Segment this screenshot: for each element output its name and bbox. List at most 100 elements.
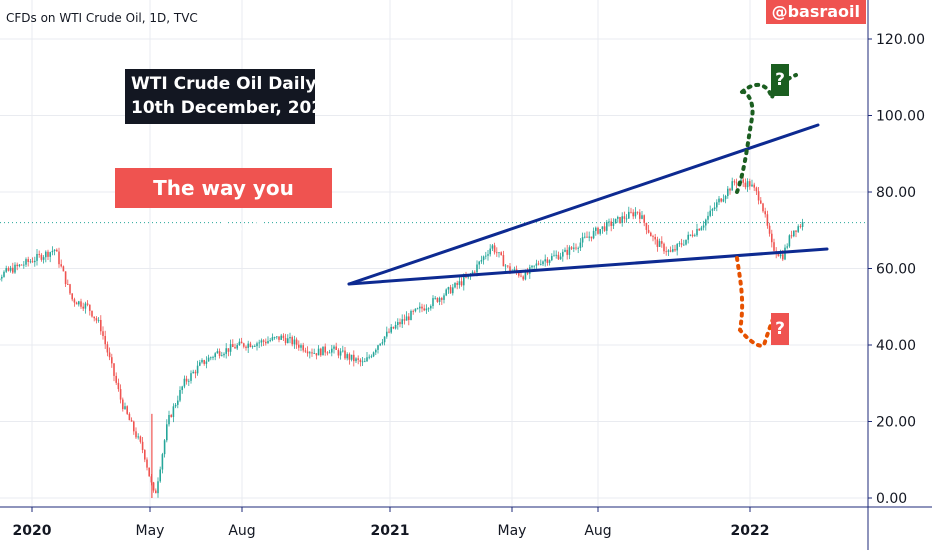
y-tick-label: 80.00 xyxy=(876,185,916,201)
candle-body xyxy=(40,254,43,260)
candle-body xyxy=(243,343,245,347)
candle-body xyxy=(696,228,698,236)
candle-body xyxy=(93,316,95,319)
symbol-header: CFDs on WTI Crude Oil, 1D, TVC xyxy=(6,11,198,25)
candle-body xyxy=(698,228,700,231)
candle-body xyxy=(69,284,71,294)
candle-body xyxy=(269,340,271,342)
candle-body xyxy=(575,247,577,249)
candle-body xyxy=(95,318,98,321)
candle-body xyxy=(161,454,164,470)
title-line-2: 10th December, 2021 xyxy=(131,98,336,118)
candle-body xyxy=(434,297,436,299)
candle-body xyxy=(573,247,575,249)
candle-body xyxy=(124,406,126,410)
candle-body xyxy=(27,259,29,262)
candle-body xyxy=(350,354,353,360)
candle-body xyxy=(64,271,67,285)
candle-body xyxy=(205,361,208,364)
candle-body xyxy=(661,241,663,244)
candle-body xyxy=(249,343,252,347)
candle-body xyxy=(56,249,58,252)
candle-body xyxy=(735,182,738,184)
candle-body xyxy=(49,252,51,257)
candle-body xyxy=(300,345,302,348)
candle-body xyxy=(480,260,483,262)
candle-body xyxy=(491,245,494,249)
candle-body xyxy=(755,187,758,192)
candle-body xyxy=(797,226,799,232)
candle-body xyxy=(223,353,225,356)
candle-body xyxy=(218,351,221,356)
candle-body xyxy=(245,346,247,348)
candle-body xyxy=(177,400,179,405)
candle-body xyxy=(425,308,428,311)
candle-body xyxy=(216,351,219,354)
candle-body xyxy=(271,337,274,341)
candle-body xyxy=(344,350,346,359)
candle-body xyxy=(801,222,804,227)
candle-body xyxy=(700,227,703,231)
y-tick-label: 0.00 xyxy=(876,491,907,507)
bear-projection-path[interactable] xyxy=(735,256,776,348)
candle-body xyxy=(289,337,291,339)
wedge-lower-line[interactable] xyxy=(347,247,829,286)
candle-body xyxy=(71,293,73,300)
candle-body xyxy=(0,276,3,279)
candle-body xyxy=(322,346,324,356)
candle-body xyxy=(353,354,355,362)
candle-body xyxy=(38,253,40,255)
candle-body xyxy=(764,211,766,215)
candle-body xyxy=(430,306,432,309)
candle-body xyxy=(537,263,540,265)
x-tick-label: May xyxy=(498,523,527,539)
candle-body xyxy=(718,198,720,203)
candle-body xyxy=(361,361,364,363)
candle-body xyxy=(634,211,637,217)
candle-body xyxy=(667,250,670,252)
candle-body xyxy=(159,469,161,482)
y-tick-label: 120.00 xyxy=(876,32,925,48)
candle-body xyxy=(58,251,60,265)
candle-body xyxy=(707,215,709,220)
candle-body xyxy=(14,264,16,273)
candle-body xyxy=(731,181,733,191)
candle-body xyxy=(676,244,678,251)
candle-body xyxy=(392,326,395,329)
candle-body xyxy=(592,230,595,239)
candle-body xyxy=(493,245,496,253)
candle-body xyxy=(168,415,170,425)
candle-body xyxy=(456,282,458,285)
candle-body xyxy=(53,249,56,251)
candle-body xyxy=(227,348,230,352)
candle-body xyxy=(614,218,617,224)
candle-body xyxy=(144,450,146,460)
candle-body xyxy=(342,350,344,352)
candle-body xyxy=(724,196,727,200)
candle-body xyxy=(680,243,683,245)
candle-body xyxy=(9,267,12,271)
candle-body xyxy=(295,339,298,345)
candle-body xyxy=(621,216,623,223)
candle-body xyxy=(597,227,599,234)
candle-body xyxy=(5,268,7,272)
candle-body xyxy=(73,299,76,303)
candle-body xyxy=(326,352,329,354)
candle-body xyxy=(509,266,511,272)
x-tick-label: 2020 xyxy=(13,523,52,539)
candle-body xyxy=(372,352,375,357)
candle-body xyxy=(623,216,626,219)
candle-body xyxy=(551,256,553,261)
candle-body xyxy=(31,261,34,263)
candle-body xyxy=(133,421,135,432)
candle-body xyxy=(335,346,337,350)
candle-body xyxy=(520,275,522,277)
wedge-upper-line[interactable] xyxy=(347,123,820,286)
candle-body xyxy=(524,271,527,280)
bull-projection-path[interactable] xyxy=(735,73,798,194)
candle-body xyxy=(251,346,254,348)
candle-body xyxy=(478,261,480,265)
candle-body xyxy=(632,212,634,217)
candle-body xyxy=(713,207,716,210)
candle-body xyxy=(62,266,65,272)
